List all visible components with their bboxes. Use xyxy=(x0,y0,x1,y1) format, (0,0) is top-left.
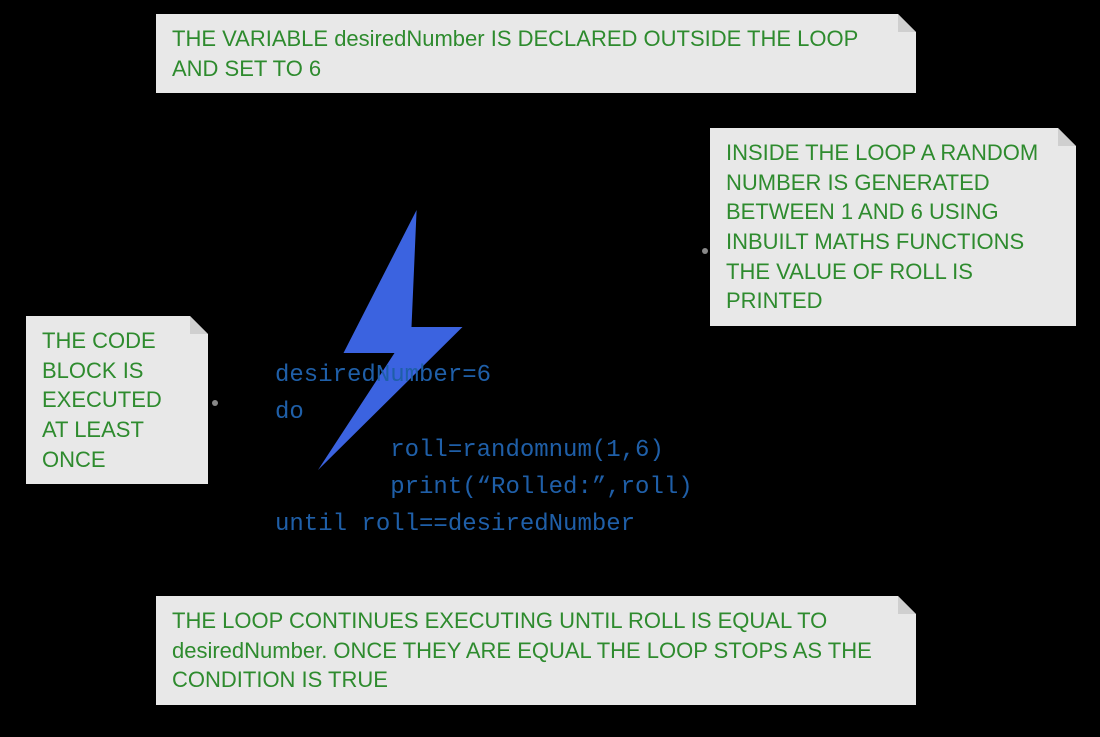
code-indent-4 xyxy=(275,474,390,501)
code-block: desiredNumber=6 do roll=randomnum(1,6) p… xyxy=(275,320,693,543)
note-bottom: THE LOOP CONTINUES EXECUTING UNTIL ROLL … xyxy=(156,596,916,705)
note-left-connector xyxy=(212,400,218,406)
code-line-2: do xyxy=(275,399,304,426)
note-bottom-text: THE LOOP CONTINUES EXECUTING UNTIL ROLL … xyxy=(172,608,872,692)
code-line-4: print(“Rolled:”,roll) xyxy=(390,474,692,501)
note-left-text: THE CODE BLOCK IS EXECUTED AT LEAST ONCE xyxy=(42,328,162,472)
note-top: THE VARIABLE desiredNumber IS DECLARED O… xyxy=(156,14,916,93)
note-right: INSIDE THE LOOP A RANDOM NUMBER IS GENER… xyxy=(710,128,1076,326)
note-right-connector xyxy=(702,248,708,254)
note-top-text: THE VARIABLE desiredNumber IS DECLARED O… xyxy=(172,26,858,81)
code-line-1: desiredNumber=6 xyxy=(275,362,491,389)
note-left: THE CODE BLOCK IS EXECUTED AT LEAST ONCE xyxy=(26,316,208,484)
code-line-5: until roll==desiredNumber xyxy=(275,511,635,538)
code-indent-3 xyxy=(275,437,390,464)
note-right-text: INSIDE THE LOOP A RANDOM NUMBER IS GENER… xyxy=(726,140,1038,313)
code-line-3: roll=randomnum(1,6) xyxy=(390,437,664,464)
